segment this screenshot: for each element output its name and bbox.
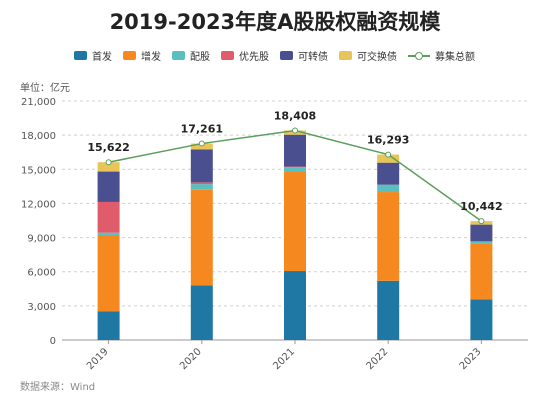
legend-label-ipo: 首发	[92, 52, 112, 63]
total-data-label: 18,408	[274, 109, 316, 122]
y-tick-label: 0	[50, 336, 56, 347]
total-point	[105, 159, 112, 166]
legend-item-preferred: 优先股	[221, 48, 269, 63]
bar-segment	[470, 224, 493, 242]
chart-title: 2019-2023年度A股股权融资规模	[109, 10, 441, 34]
total-data-label: 10,442	[460, 200, 502, 213]
bar-segment	[377, 162, 400, 185]
legend-item-exchangeable: 可交换债	[339, 48, 397, 63]
x-tick-label: 2020	[178, 346, 204, 372]
y-tick-label: 9,000	[27, 234, 56, 245]
bar-segment	[190, 285, 213, 340]
chart-legend: 首发 增发 配股 优先股 可转债 可交换债 募集总额	[74, 48, 475, 63]
legend-swatch-rights	[172, 51, 185, 60]
legend-swatch-preferred	[221, 51, 234, 60]
legend-label-exchangeable: 可交换债	[357, 52, 397, 63]
bar-segment	[97, 232, 120, 235]
bar-segment	[97, 201, 120, 233]
x-tick-label: 2019	[85, 346, 111, 372]
legend-label-seo: 增发	[141, 52, 161, 63]
y-tick-label: 3,000	[27, 302, 56, 313]
bar-segment	[97, 311, 120, 340]
legend-item-total: 募集总额	[408, 48, 475, 63]
total-point	[478, 218, 485, 225]
legend-item-seo: 增发	[123, 48, 161, 63]
total-data-label: 17,261	[181, 123, 223, 136]
legend-label-rights: 配股	[190, 52, 210, 63]
bar-segment	[284, 172, 306, 272]
bar-segment	[284, 134, 306, 167]
bar-segment	[377, 192, 400, 281]
bar-segment	[97, 171, 120, 202]
legend-item-rights: 配股	[172, 48, 210, 63]
x-tick-label: 2023	[458, 346, 484, 372]
total-data-label: 16,293	[367, 134, 409, 147]
y-tick-label: 12,000	[21, 199, 56, 210]
total-data-label: 15,622	[87, 141, 129, 154]
y-tick-label: 15,000	[21, 165, 56, 176]
legend-label-preferred: 优先股	[239, 52, 269, 63]
total-point	[198, 140, 205, 147]
total-point	[292, 127, 298, 134]
legend-swatch-seo	[123, 51, 136, 60]
legend-swatch-ipo	[74, 51, 87, 60]
y-tick-label: 21,000	[21, 97, 56, 108]
legend-label-total: 募集总额	[435, 52, 475, 63]
legend-line-icon	[408, 51, 430, 61]
bar-segment	[97, 234, 120, 312]
bar-segment	[470, 299, 493, 340]
bar-segment	[470, 241, 493, 244]
bar-segment	[377, 154, 400, 163]
legend-swatch-convertible	[280, 51, 293, 60]
y-tick-label: 18,000	[21, 131, 56, 142]
legend-item-convertible: 可转债	[280, 48, 328, 63]
y-tick-label: 6,000	[27, 268, 56, 279]
bar-segment	[284, 271, 306, 340]
bar-segment	[284, 166, 306, 168]
legend-label-convertible: 可转债	[298, 52, 328, 63]
bar-segment	[190, 182, 213, 185]
bar-segment	[190, 149, 213, 183]
bar-segment	[190, 184, 213, 190]
unit-label: 单位：亿元	[20, 83, 70, 94]
bar-segment	[377, 184, 400, 193]
x-tick-label: 2022	[365, 346, 391, 372]
bar-segment	[470, 243, 493, 300]
total-point	[385, 151, 392, 158]
legend-swatch-exchangeable	[339, 51, 352, 60]
x-tick-label: 2021	[271, 346, 297, 372]
legend-line-dot	[415, 51, 423, 60]
bar-segment	[284, 167, 306, 173]
bar-segment	[377, 280, 400, 340]
bar-segment	[97, 162, 120, 172]
bar-segment	[190, 189, 213, 286]
source-note: 数据来源：Wind	[20, 382, 96, 393]
legend-item-ipo: 首发	[74, 48, 112, 63]
